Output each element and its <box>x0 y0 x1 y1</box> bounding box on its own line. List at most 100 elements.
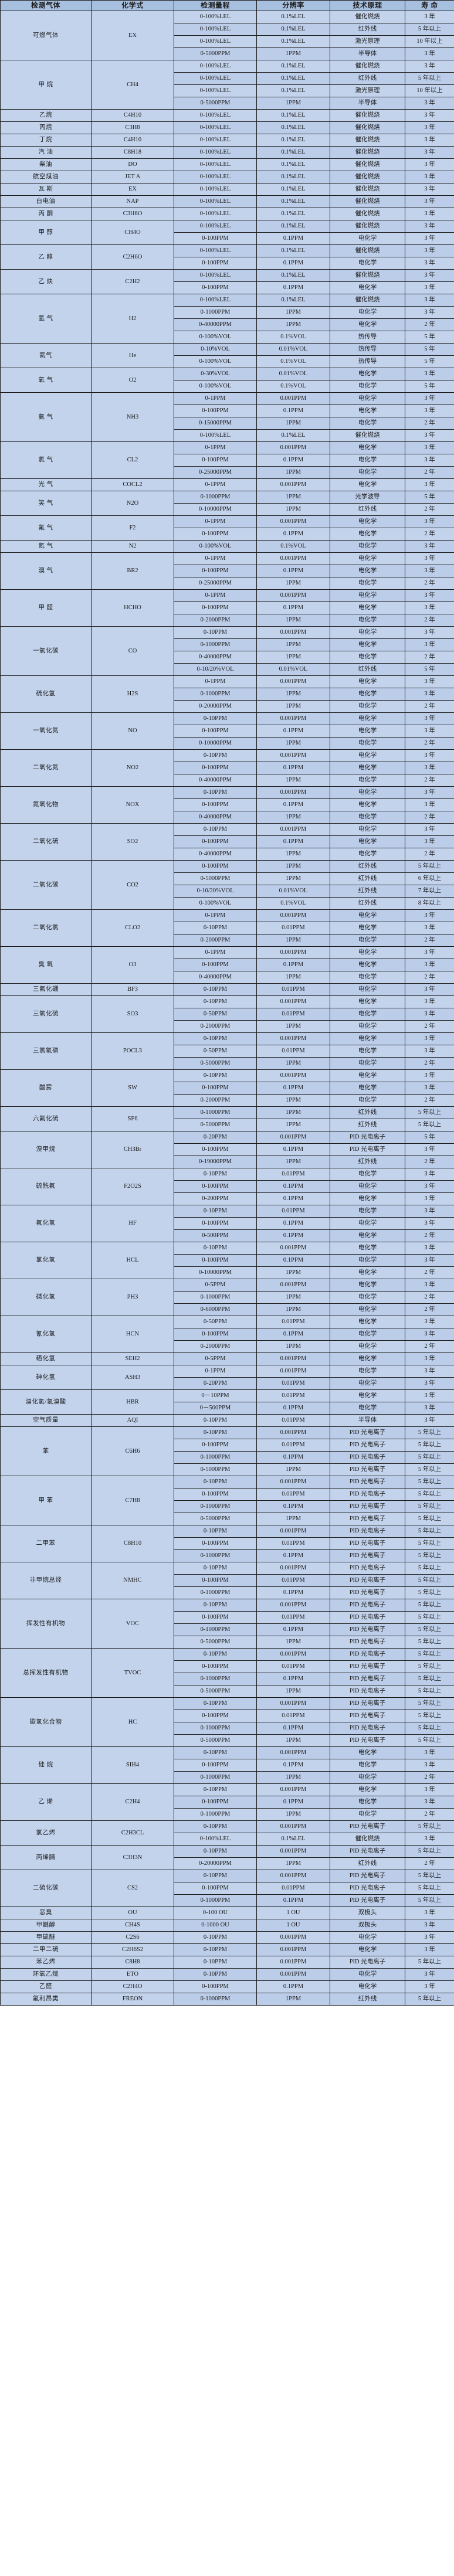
cell-gas-name: 磷化氢 <box>0 1279 92 1316</box>
table-row: 六氟化硫 SF6 0-1000PPM 1PPM 红外线 5 年以上 <box>0 1106 454 1131</box>
cell-resolution: 0.01PPM <box>256 1205 330 1218</box>
table-row: 溴化氢/氢溴酸 HBR 0－10PPM 0.01PPM 电化学 3 年 <box>0 1389 454 1415</box>
cell-technology: 电化学 <box>330 1032 405 1045</box>
cell-technology: PID 光电离子 <box>330 1439 405 1452</box>
table-row: 氟化氢 HF 0-10PPM 0.01PPM 电化学 3 年 <box>0 1205 454 1242</box>
cell-technology: 激光原理 <box>330 35 405 48</box>
cell-lifetime: 3 年 <box>405 183 454 196</box>
table-row: 硒化氢 SEH2 0-5PPM 0.001PPM 电化学 3 年 <box>0 1352 454 1365</box>
cell-lifetime: 2 年 <box>405 651 454 664</box>
cell-resolution: 0.001PPM <box>256 392 330 405</box>
cell-detection-range: 0-10PPM <box>174 823 257 836</box>
table-row: 氰化氢 HCN 0-50PPM 0.01PPM 电化学 3 年 <box>0 1316 454 1353</box>
cell-resolution: 0.001PPM <box>256 1562 330 1575</box>
cell-technology: 电化学 <box>330 651 405 664</box>
cell-detection-range: 0-1000PPM <box>174 1771 257 1784</box>
cell-resolution: 1PPM <box>256 1094 330 1107</box>
cell-technology: 电化学 <box>330 798 405 811</box>
table-row: 甲 醛 HCHO 0-1PPM 0.001PPM 电化学 3 年 <box>0 589 454 627</box>
cell-resolution: 0.01PPM <box>256 1660 330 1673</box>
table-row: 丙 酮 C3H6O 0-100%LEL 0.1%LEL 催化燃烧 3 年 <box>0 208 454 220</box>
cell-detection-range: 0-30%VOL <box>174 368 257 380</box>
cell-technology: 红外线 <box>330 503 405 516</box>
cell-resolution: 0.1%LEL <box>256 35 330 48</box>
cell-detection-range: 0-5000PPM <box>174 1119 257 1131</box>
table-row: 0-5000PPM 1PPM 红外线 5 年以上 <box>1 1119 454 1131</box>
cell-detection-range: 0-200PPM <box>174 1192 257 1205</box>
table-row: 0-15000PPM 1PPM 电化学 2 年 <box>1 417 454 430</box>
cell-gas-name: 总挥发性有机物 <box>0 1648 92 1698</box>
cell-gas-name: 一氧化碳 <box>0 626 92 676</box>
table-row: 甲 苯 C7H8 0-10PPM 0.001PPM PID 光电离子 5 年以上 <box>0 1476 454 1525</box>
cell-detection-range: 0-10PPM <box>174 1968 257 1981</box>
cell-technology: 电化学 <box>330 1254 405 1267</box>
cell-lifetime: 3 年 <box>405 1180 454 1193</box>
cell-chemical-formula: F2O2S <box>91 1168 174 1205</box>
table-row: 硅 烷 SIH4 0-10PPM 0.001PPM 电化学 3 年 <box>0 1746 454 1784</box>
cell-lifetime: 5 年以上 <box>405 1956 454 1969</box>
cell-chemical-formula: NO <box>91 712 174 750</box>
cell-technology: 电化学 <box>330 441 405 454</box>
table-row: 溴 气 BR2 0-1PPM 0.001PPM 电化学 3 年 <box>0 552 454 590</box>
cell-detection-range: 0-100%LEL <box>174 23 257 36</box>
cell-lifetime: 5 年以上 <box>405 1993 454 2006</box>
cell-chemical-formula: EX <box>91 183 174 196</box>
cell-detection-range: 0-1PPM <box>174 909 257 922</box>
cell-resolution: 0.1PPM <box>256 725 330 738</box>
cell-lifetime: 2 年 <box>405 1291 454 1304</box>
cell-lifetime: 2 年 <box>405 774 454 787</box>
cell-lifetime: 3 年 <box>405 195 454 208</box>
table-row: 氯 气 CL2 0-1PPM 0.001PPM 电化学 3 年 <box>0 441 454 479</box>
cell-lifetime: 5 年以上 <box>405 1673 454 1685</box>
cell-lifetime: 5 年以上 <box>405 1426 454 1439</box>
cell-detection-range: 0-5000PPM <box>174 1685 257 1698</box>
cell-resolution: 0.01%VOL <box>256 885 330 898</box>
cell-detection-range: 0-5000PPM <box>174 97 257 110</box>
cell-technology: 电化学 <box>330 380 405 393</box>
table-row: 碳氢化合物 HC 0-10PPM 0.001PPM PID 光电离子 5 年以上 <box>0 1697 454 1747</box>
cell-detection-range: 0-100PPM <box>174 454 257 467</box>
table-row: 0-1000PPM 0.1PPM PID 光电离子 5 年以上 <box>1 1451 454 1464</box>
cell-chemical-formula: C2H2 <box>91 269 174 294</box>
cell-lifetime: 2 年 <box>405 1229 454 1242</box>
column-header-range: 检测量程 <box>174 0 257 11</box>
cell-technology: 电化学 <box>330 1045 405 1058</box>
cell-gas-name: 三氧化硫 <box>0 995 92 1033</box>
cell-detection-range: 0-10PPM <box>174 983 257 996</box>
cell-technology: 电化学 <box>330 1192 405 1205</box>
cell-chemical-formula: NAP <box>91 195 174 208</box>
cell-detection-range: 0-100PPM <box>174 1180 257 1193</box>
cell-resolution: 0.1PPM <box>256 1549 330 1562</box>
cell-resolution: 1PPM <box>256 934 330 947</box>
cell-resolution: 0.1%LEL <box>256 134 330 147</box>
cell-technology: 红外线 <box>330 1156 405 1168</box>
cell-lifetime: 2 年 <box>405 1020 454 1033</box>
cell-technology: 半导体 <box>330 47 405 60</box>
table-row: 三氟化硼 BF3 0-10PPM 0.01PPM 电化学 3 年 <box>0 983 454 996</box>
cell-gas-name: 溴化氢/氢溴酸 <box>0 1389 92 1415</box>
cell-technology: 红外线 <box>330 1857 405 1870</box>
cell-technology: 电化学 <box>330 774 405 787</box>
cell-lifetime: 5 年 <box>405 491 454 504</box>
cell-detection-range: 0-100PPM <box>174 1796 257 1809</box>
cell-lifetime: 3 年 <box>405 540 454 553</box>
cell-chemical-formula: O3 <box>91 946 174 984</box>
cell-lifetime: 5 年以上 <box>405 1119 454 1131</box>
cell-lifetime: 3 年 <box>405 171 454 183</box>
cell-chemical-formula: POCL3 <box>91 1032 174 1070</box>
cell-lifetime: 3 年 <box>405 281 454 294</box>
cell-resolution: 1PPM <box>256 1303 330 1316</box>
cell-gas-name: 氟化氢 <box>0 1205 92 1242</box>
cell-resolution: 0.1%VOL <box>256 331 330 344</box>
cell-technology: 电化学 <box>330 786 405 799</box>
cell-gas-name: 氟利昂类 <box>0 1993 92 2006</box>
cell-resolution: 0.001PPM <box>256 909 330 922</box>
table-row: 0-40000PPM 1PPM 电化学 2 年 <box>1 318 454 331</box>
table-row: 0-20000PPM 1PPM 电化学 2 年 <box>1 700 454 713</box>
cell-resolution: 0.01PPM <box>256 1414 330 1427</box>
cell-resolution: 0.1%VOL <box>256 355 330 368</box>
cell-resolution: 0.1%LEL <box>256 294 330 307</box>
cell-detection-range: 0-100PPM <box>174 1574 257 1587</box>
cell-resolution: 0.1PPM <box>256 565 330 577</box>
cell-detection-range: 0-100PPM <box>174 1980 257 1993</box>
